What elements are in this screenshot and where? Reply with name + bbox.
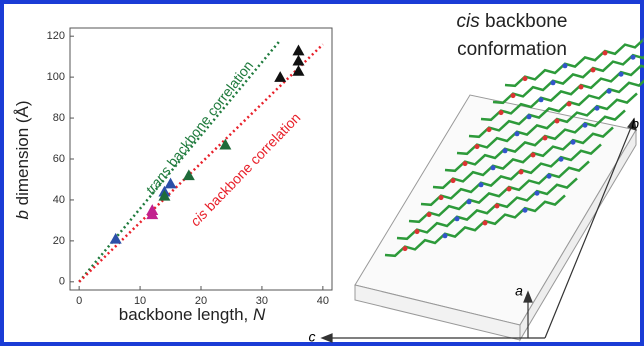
atom [503,148,508,153]
atom [559,157,564,162]
atom [567,102,572,107]
atom [579,85,584,90]
atom [619,72,624,77]
atom [551,80,556,85]
y-tick-label: 20 [53,235,65,247]
atom [495,204,500,209]
atom [427,212,432,217]
atom [603,51,608,56]
atom [499,110,504,115]
atom [463,161,468,166]
atom [523,208,528,213]
axis-letter: c [309,329,316,345]
y-tick-label: 80 [53,112,65,124]
atom [475,144,480,149]
x-tick-label: 0 [76,295,82,307]
atom [571,140,576,145]
atom [479,182,484,187]
atom [403,246,408,251]
atom [523,76,528,81]
atom [531,153,536,158]
atom [483,221,488,226]
atom [415,229,420,234]
atom [595,106,600,111]
atom [491,165,496,170]
atom [511,93,516,98]
atom [535,191,540,196]
atom [539,97,544,102]
y-tick-label: 100 [47,71,65,83]
y-axis-label: b dimension (Å) [13,100,32,219]
figure: 010203040020406080100120trans backbone c… [0,0,644,346]
atom [487,127,492,132]
atom [467,199,472,204]
atom [527,114,532,119]
y-tick-label: 40 [53,194,65,206]
diagram-title: conformation [457,39,567,60]
atom [555,119,560,124]
atom [563,63,568,68]
x-axis-label: backbone length, N [119,305,266,324]
atom [451,178,456,183]
atom [547,174,552,179]
atom [543,136,548,141]
x-tick-label: 40 [317,295,329,307]
atom [507,187,512,192]
atom [583,123,588,128]
atom [591,68,596,73]
y-tick-label: 60 [53,153,65,165]
axis-letter: b [631,116,639,132]
atom [515,131,520,136]
y-tick-label: 0 [59,276,65,288]
atom [519,170,524,175]
diagram-title: cis backbone [457,11,568,32]
atom [455,216,460,221]
atom [443,233,448,238]
y-tick-label: 120 [47,30,65,42]
atom [439,195,444,200]
atom [607,89,612,94]
axis-letter: a [515,283,523,299]
atom [631,55,636,60]
